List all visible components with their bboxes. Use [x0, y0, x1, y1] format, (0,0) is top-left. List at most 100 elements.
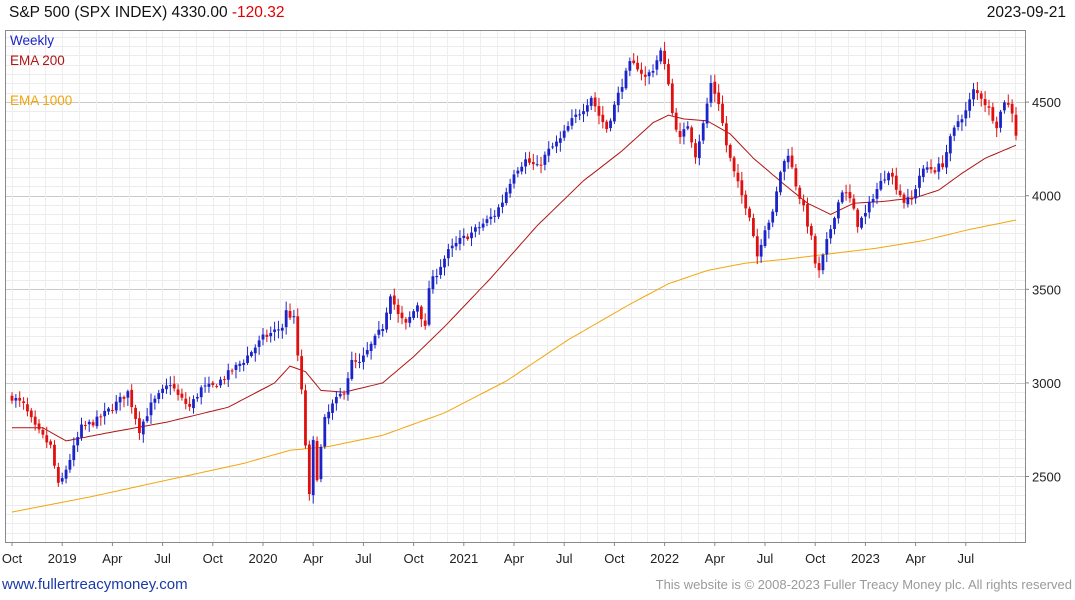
candle-down	[18, 391, 22, 407]
candle-down	[983, 91, 987, 112]
candle-body	[292, 316, 296, 318]
candle-body	[427, 288, 431, 325]
candle-down	[713, 74, 717, 103]
candle-body	[195, 396, 199, 399]
candle-body	[852, 198, 856, 209]
x-tick-label: Jul	[957, 551, 974, 566]
candle-body	[304, 390, 307, 446]
candle-body	[562, 130, 566, 138]
candle-body	[319, 446, 323, 480]
candle-down	[130, 384, 134, 414]
candle-body	[103, 410, 107, 417]
candle-down	[22, 397, 25, 410]
candle-body	[211, 382, 215, 385]
candle-body	[141, 421, 145, 435]
x-tick-label: 2023	[851, 551, 880, 566]
candle-down	[91, 419, 95, 428]
x-tick-label: 2022	[650, 551, 679, 566]
candle-body	[883, 179, 887, 181]
candle-up	[875, 182, 879, 204]
candle-up	[311, 436, 315, 504]
x-axis: Oct 2019 Apr Jul Oct 2020 Apr Jul Oct 2021 Apr Jul O…	[2, 542, 974, 566]
candle-up	[238, 360, 242, 372]
candle-body	[879, 180, 883, 190]
candle-up	[547, 141, 551, 163]
footer-url-link[interactable]: www.fullertreacymoney.com	[2, 576, 188, 593]
candle-body	[230, 370, 234, 372]
candle-body	[516, 170, 520, 174]
candle-body	[821, 254, 825, 271]
candle-body	[802, 199, 806, 206]
candle-body	[99, 416, 103, 418]
candle-down	[933, 167, 937, 175]
candle-up	[879, 173, 883, 192]
candle-body	[389, 296, 392, 314]
candle-up	[659, 47, 663, 65]
candle-body	[694, 143, 697, 158]
candle-down	[902, 192, 906, 209]
candle-body	[941, 163, 945, 168]
candle-up	[493, 210, 497, 223]
candle-up	[864, 204, 867, 225]
candle-body	[269, 332, 273, 337]
candle-up	[497, 204, 500, 220]
candle-body	[786, 155, 790, 163]
candle-body	[172, 384, 176, 389]
candle-body	[501, 202, 504, 207]
candle-up	[477, 221, 481, 235]
candle-down	[717, 84, 721, 111]
candle-up	[192, 395, 195, 414]
candle-body	[771, 211, 775, 223]
candle-up	[566, 121, 570, 133]
candle-up	[833, 216, 836, 235]
candle-body	[752, 218, 755, 237]
candle-up	[365, 342, 369, 358]
candle-up	[195, 393, 199, 402]
candle-down	[806, 197, 809, 234]
candle-body	[891, 172, 894, 177]
candle-down	[636, 55, 639, 72]
y-tick-label: 3000	[1032, 376, 1061, 391]
candle-body	[138, 418, 141, 434]
candle-body	[199, 387, 203, 398]
candle-up	[767, 219, 771, 239]
candle-body	[188, 403, 192, 407]
candle-up	[443, 255, 446, 276]
candle-up	[226, 363, 230, 388]
candle-down	[798, 185, 802, 205]
candle-body	[555, 141, 558, 147]
candle-down	[667, 58, 670, 86]
candle-down	[694, 138, 697, 164]
candle-up	[582, 103, 585, 122]
candle-up	[435, 268, 439, 285]
candle-body	[964, 110, 968, 119]
candle-body	[701, 123, 705, 141]
candle-body	[906, 197, 910, 205]
candle-body	[338, 393, 342, 397]
legend-item: Weekly	[10, 33, 54, 48]
candle-body	[354, 360, 358, 362]
candle-up	[242, 359, 246, 372]
candle-body	[991, 107, 995, 121]
candle-body	[925, 167, 929, 170]
candle-up	[103, 402, 107, 425]
candle-up	[937, 157, 941, 180]
candle-body	[111, 409, 114, 411]
candle-up	[358, 353, 361, 369]
candle-body	[273, 329, 276, 332]
candle-up	[682, 122, 686, 145]
candle-body	[253, 347, 257, 354]
candle-body	[334, 396, 338, 404]
x-tick-label: Oct	[403, 551, 424, 566]
candle-body	[508, 183, 512, 194]
candle-body	[628, 61, 632, 71]
candle-down	[1014, 107, 1018, 141]
candle-body	[605, 121, 609, 130]
candle-up	[578, 109, 582, 121]
candle-up	[883, 170, 887, 184]
candle-down	[674, 107, 678, 133]
candle-up	[779, 170, 782, 196]
candle-body	[867, 201, 871, 213]
candle-body	[222, 379, 226, 381]
candle-body	[83, 424, 87, 426]
